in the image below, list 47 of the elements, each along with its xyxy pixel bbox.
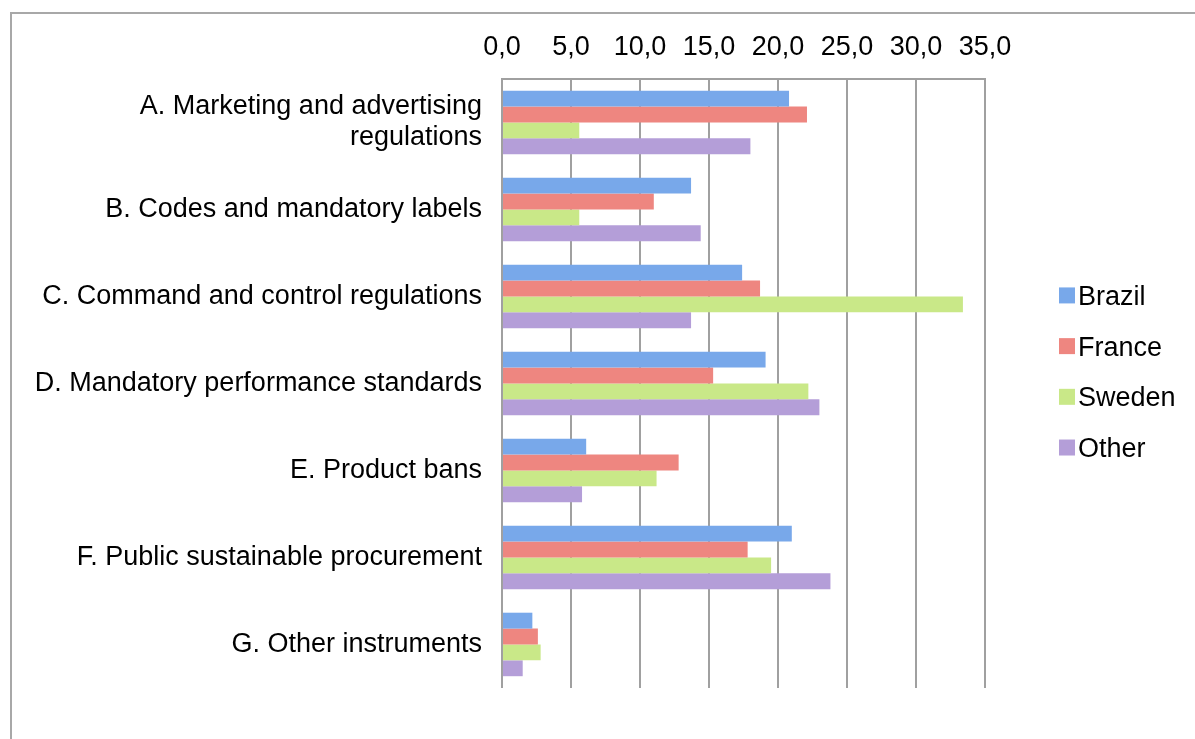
bar <box>503 90 790 107</box>
bar <box>503 525 792 542</box>
x-tick-label: 30,0 <box>889 31 943 62</box>
x-tick-label: 5,0 <box>552 31 590 62</box>
bar <box>503 280 761 297</box>
x-tick-label: 15,0 <box>682 31 736 62</box>
y-tick-label: A. Marketing and advertising regulations <box>139 90 482 152</box>
y-tick-label: F. Public sustainable procurement <box>76 540 483 571</box>
bar <box>503 573 831 590</box>
bar <box>503 264 743 281</box>
x-tick-label: 25,0 <box>820 31 874 62</box>
bar <box>503 541 748 558</box>
bar <box>503 486 583 503</box>
y-tick-label: D. Mandatory performance standards <box>34 366 482 397</box>
legend-label: Sweden <box>1078 382 1176 413</box>
bar <box>503 470 657 487</box>
bar <box>503 138 751 155</box>
bar <box>503 351 766 368</box>
bar <box>503 644 541 661</box>
bar <box>503 296 963 313</box>
y-tick-label: G. Other instruments <box>231 627 482 658</box>
bar <box>503 628 538 645</box>
bar <box>503 225 701 242</box>
bar <box>503 367 714 384</box>
bar <box>503 438 587 455</box>
x-tick-label: 0,0 <box>483 31 521 62</box>
bar <box>503 557 772 574</box>
x-tick-label: 10,0 <box>613 31 667 62</box>
bar <box>503 612 533 629</box>
bar <box>503 312 692 329</box>
bar <box>503 177 692 194</box>
y-tick-label: C. Command and control regulations <box>42 279 482 310</box>
legend-label: Other <box>1078 432 1146 463</box>
legend-label: Brazil <box>1078 280 1146 311</box>
bar <box>503 122 580 139</box>
bar <box>503 193 654 210</box>
x-tick-label: 35,0 <box>958 31 1012 62</box>
bar <box>503 383 809 400</box>
bar <box>503 106 807 123</box>
x-tick-label: 20,0 <box>751 31 805 62</box>
bar <box>503 209 580 226</box>
bar <box>503 399 820 416</box>
y-tick-label: E. Product bans <box>289 453 482 484</box>
bar <box>503 454 679 471</box>
legend-label: France <box>1078 331 1163 362</box>
bar <box>503 660 523 677</box>
y-tick-label: B. Codes and mandatory labels <box>105 192 482 223</box>
